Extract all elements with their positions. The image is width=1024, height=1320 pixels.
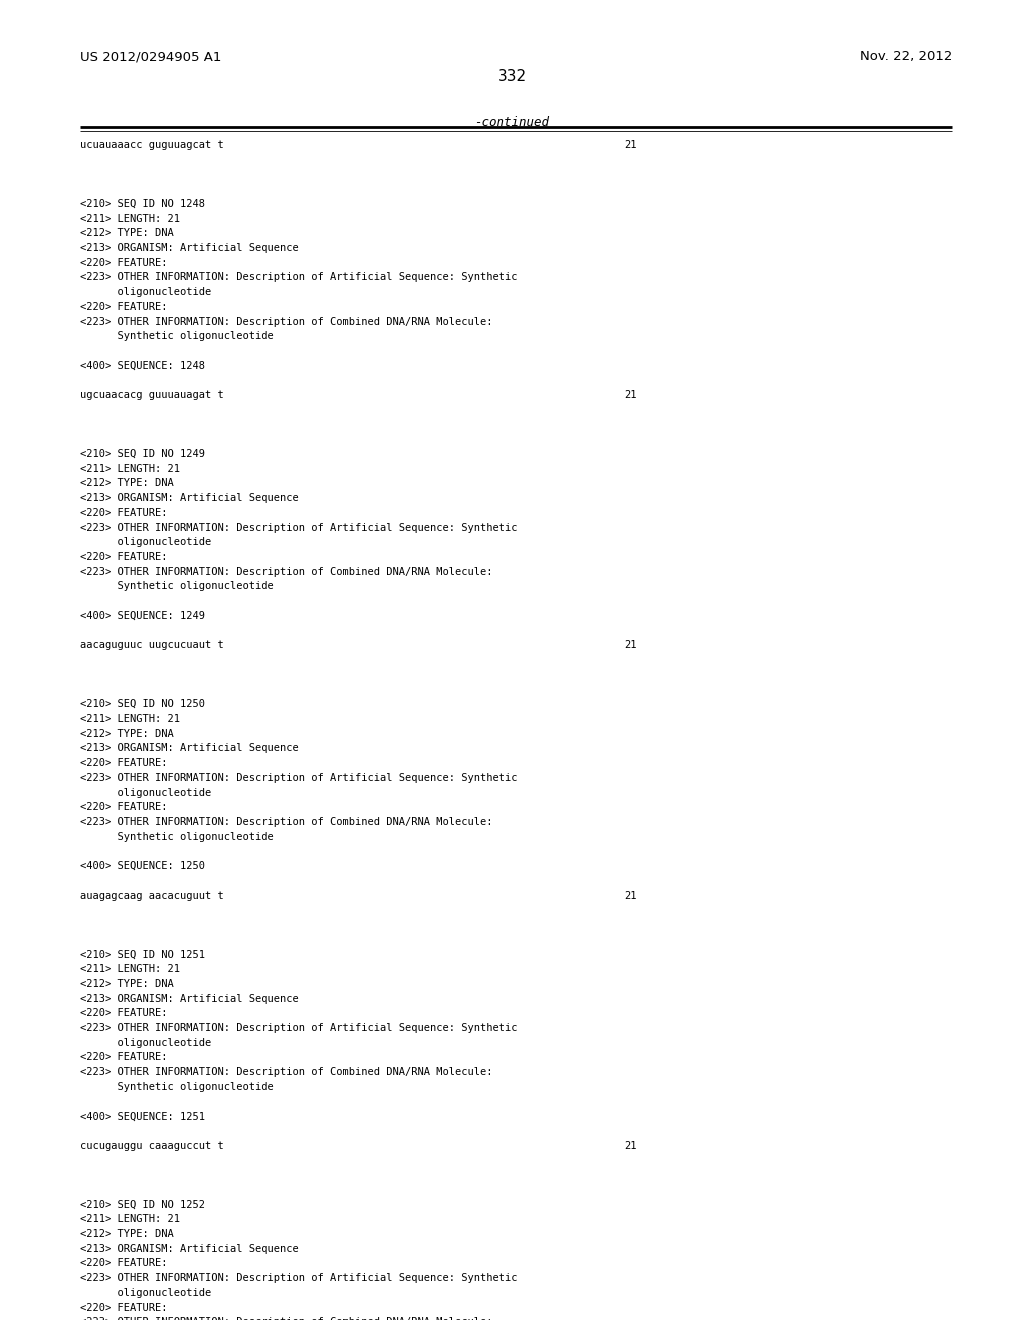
Text: <213> ORGANISM: Artificial Sequence: <213> ORGANISM: Artificial Sequence [80, 494, 299, 503]
Text: ucuauaaacc guguuagcat t: ucuauaaacc guguuagcat t [80, 140, 223, 150]
Text: <212> TYPE: DNA: <212> TYPE: DNA [80, 979, 174, 989]
Text: oligonucleotide: oligonucleotide [80, 288, 211, 297]
Text: <223> OTHER INFORMATION: Description of Combined DNA/RNA Molecule:: <223> OTHER INFORMATION: Description of … [80, 1067, 493, 1077]
Text: <220> FEATURE:: <220> FEATURE: [80, 1303, 167, 1312]
Text: <223> OTHER INFORMATION: Description of Combined DNA/RNA Molecule:: <223> OTHER INFORMATION: Description of … [80, 817, 493, 826]
Text: 21: 21 [625, 1140, 637, 1151]
Text: 21: 21 [625, 140, 637, 150]
Text: 21: 21 [625, 640, 637, 651]
Text: <210> SEQ ID NO 1249: <210> SEQ ID NO 1249 [80, 449, 205, 459]
Text: cucugauggu caaaguccut t: cucugauggu caaaguccut t [80, 1140, 223, 1151]
Text: 332: 332 [498, 69, 526, 83]
Text: <210> SEQ ID NO 1250: <210> SEQ ID NO 1250 [80, 700, 205, 709]
Text: <211> LENGTH: 21: <211> LENGTH: 21 [80, 463, 180, 474]
Text: Synthetic oligonucleotide: Synthetic oligonucleotide [80, 581, 273, 591]
Text: <223> OTHER INFORMATION: Description of Combined DNA/RNA Molecule:: <223> OTHER INFORMATION: Description of … [80, 1317, 493, 1320]
Text: <213> ORGANISM: Artificial Sequence: <213> ORGANISM: Artificial Sequence [80, 243, 299, 253]
Text: Synthetic oligonucleotide: Synthetic oligonucleotide [80, 832, 273, 842]
Text: Synthetic oligonucleotide: Synthetic oligonucleotide [80, 1082, 273, 1092]
Text: Synthetic oligonucleotide: Synthetic oligonucleotide [80, 331, 273, 342]
Text: <220> FEATURE:: <220> FEATURE: [80, 302, 167, 312]
Text: oligonucleotide: oligonucleotide [80, 1038, 211, 1048]
Text: <210> SEQ ID NO 1251: <210> SEQ ID NO 1251 [80, 949, 205, 960]
Text: oligonucleotide: oligonucleotide [80, 537, 211, 548]
Text: <400> SEQUENCE: 1249: <400> SEQUENCE: 1249 [80, 611, 205, 620]
Text: <212> TYPE: DNA: <212> TYPE: DNA [80, 478, 174, 488]
Text: <211> LENGTH: 21: <211> LENGTH: 21 [80, 714, 180, 723]
Text: auagagcaag aacacuguut t: auagagcaag aacacuguut t [80, 891, 223, 900]
Text: <211> LENGTH: 21: <211> LENGTH: 21 [80, 1214, 180, 1225]
Text: Nov. 22, 2012: Nov. 22, 2012 [860, 50, 952, 63]
Text: ugcuaacacg guuuauagat t: ugcuaacacg guuuauagat t [80, 391, 223, 400]
Text: <223> OTHER INFORMATION: Description of Combined DNA/RNA Molecule:: <223> OTHER INFORMATION: Description of … [80, 317, 493, 326]
Text: <213> ORGANISM: Artificial Sequence: <213> ORGANISM: Artificial Sequence [80, 994, 299, 1003]
Text: <400> SEQUENCE: 1248: <400> SEQUENCE: 1248 [80, 360, 205, 371]
Text: <212> TYPE: DNA: <212> TYPE: DNA [80, 729, 174, 739]
Text: <213> ORGANISM: Artificial Sequence: <213> ORGANISM: Artificial Sequence [80, 1243, 299, 1254]
Text: <220> FEATURE:: <220> FEATURE: [80, 758, 167, 768]
Text: aacaguguuc uugcucuaut t: aacaguguuc uugcucuaut t [80, 640, 223, 651]
Text: <220> FEATURE:: <220> FEATURE: [80, 508, 167, 517]
Text: -continued: -continued [474, 116, 550, 129]
Text: <213> ORGANISM: Artificial Sequence: <213> ORGANISM: Artificial Sequence [80, 743, 299, 754]
Text: oligonucleotide: oligonucleotide [80, 1288, 211, 1298]
Text: 21: 21 [625, 891, 637, 900]
Text: oligonucleotide: oligonucleotide [80, 788, 211, 797]
Text: <223> OTHER INFORMATION: Description of Artificial Sequence: Synthetic: <223> OTHER INFORMATION: Description of … [80, 272, 517, 282]
Text: <223> OTHER INFORMATION: Description of Artificial Sequence: Synthetic: <223> OTHER INFORMATION: Description of … [80, 1274, 517, 1283]
Text: <400> SEQUENCE: 1251: <400> SEQUENCE: 1251 [80, 1111, 205, 1121]
Text: 21: 21 [625, 391, 637, 400]
Text: <212> TYPE: DNA: <212> TYPE: DNA [80, 228, 174, 238]
Text: <223> OTHER INFORMATION: Description of Artificial Sequence: Synthetic: <223> OTHER INFORMATION: Description of … [80, 1023, 517, 1034]
Text: <223> OTHER INFORMATION: Description of Combined DNA/RNA Molecule:: <223> OTHER INFORMATION: Description of … [80, 566, 493, 577]
Text: <223> OTHER INFORMATION: Description of Artificial Sequence: Synthetic: <223> OTHER INFORMATION: Description of … [80, 523, 517, 532]
Text: <212> TYPE: DNA: <212> TYPE: DNA [80, 1229, 174, 1239]
Text: <220> FEATURE:: <220> FEATURE: [80, 552, 167, 562]
Text: <220> FEATURE:: <220> FEATURE: [80, 803, 167, 812]
Text: <400> SEQUENCE: 1250: <400> SEQUENCE: 1250 [80, 861, 205, 871]
Text: <210> SEQ ID NO 1248: <210> SEQ ID NO 1248 [80, 199, 205, 209]
Text: <223> OTHER INFORMATION: Description of Artificial Sequence: Synthetic: <223> OTHER INFORMATION: Description of … [80, 772, 517, 783]
Text: <211> LENGTH: 21: <211> LENGTH: 21 [80, 214, 180, 223]
Text: <220> FEATURE:: <220> FEATURE: [80, 1258, 167, 1269]
Text: <220> FEATURE:: <220> FEATURE: [80, 1052, 167, 1063]
Text: <211> LENGTH: 21: <211> LENGTH: 21 [80, 964, 180, 974]
Text: US 2012/0294905 A1: US 2012/0294905 A1 [80, 50, 221, 63]
Text: <210> SEQ ID NO 1252: <210> SEQ ID NO 1252 [80, 1200, 205, 1209]
Text: <220> FEATURE:: <220> FEATURE: [80, 257, 167, 268]
Text: <220> FEATURE:: <220> FEATURE: [80, 1008, 167, 1018]
